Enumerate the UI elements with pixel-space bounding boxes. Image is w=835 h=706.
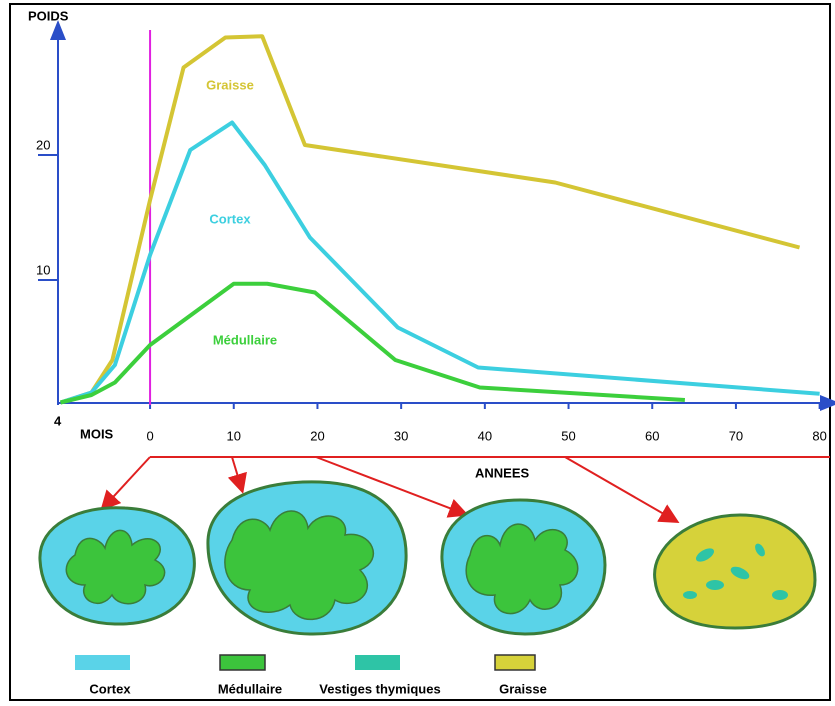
series-label: Médullaire	[213, 332, 277, 347]
y-tick-label: 20	[36, 137, 50, 152]
legend-label: Cortex	[89, 681, 131, 696]
x-tick-label: 60	[645, 428, 659, 443]
x-tick-label: 40	[478, 428, 492, 443]
legend-label: Médullaire	[218, 681, 282, 696]
x-tick-label: 10	[227, 428, 241, 443]
legend-label: Graisse	[499, 681, 547, 696]
x-tick-label: 50	[561, 428, 575, 443]
series-line	[61, 36, 800, 402]
x-tick-label: 80	[812, 428, 826, 443]
x-tick-label: 20	[310, 428, 324, 443]
series-label: Graisse	[206, 77, 254, 92]
legend-label: Vestiges thymiques	[319, 681, 440, 696]
x-start-label: 4	[54, 413, 62, 428]
series-label: Cortex	[209, 211, 251, 226]
legend-swatch	[75, 655, 130, 670]
y-tick-label: 10	[36, 262, 50, 277]
x-axis-label-left: MOIS	[80, 426, 114, 441]
legend-swatch	[355, 655, 400, 670]
x-tick-label: 30	[394, 428, 408, 443]
thymus-diagrams	[40, 482, 815, 634]
arrows	[103, 457, 830, 521]
legend-swatch	[495, 655, 535, 670]
figure: POIDS MOIS ANNEES 4 10 20 0 10 20 30 40 50 60 70 8…	[0, 0, 835, 706]
x-tick-label: 70	[729, 428, 743, 443]
legend-swatch	[220, 655, 265, 670]
x-tick-label: 0	[146, 428, 153, 443]
x-axis-title: ANNEES	[475, 465, 530, 480]
y-axis-title: POIDS	[28, 8, 69, 23]
